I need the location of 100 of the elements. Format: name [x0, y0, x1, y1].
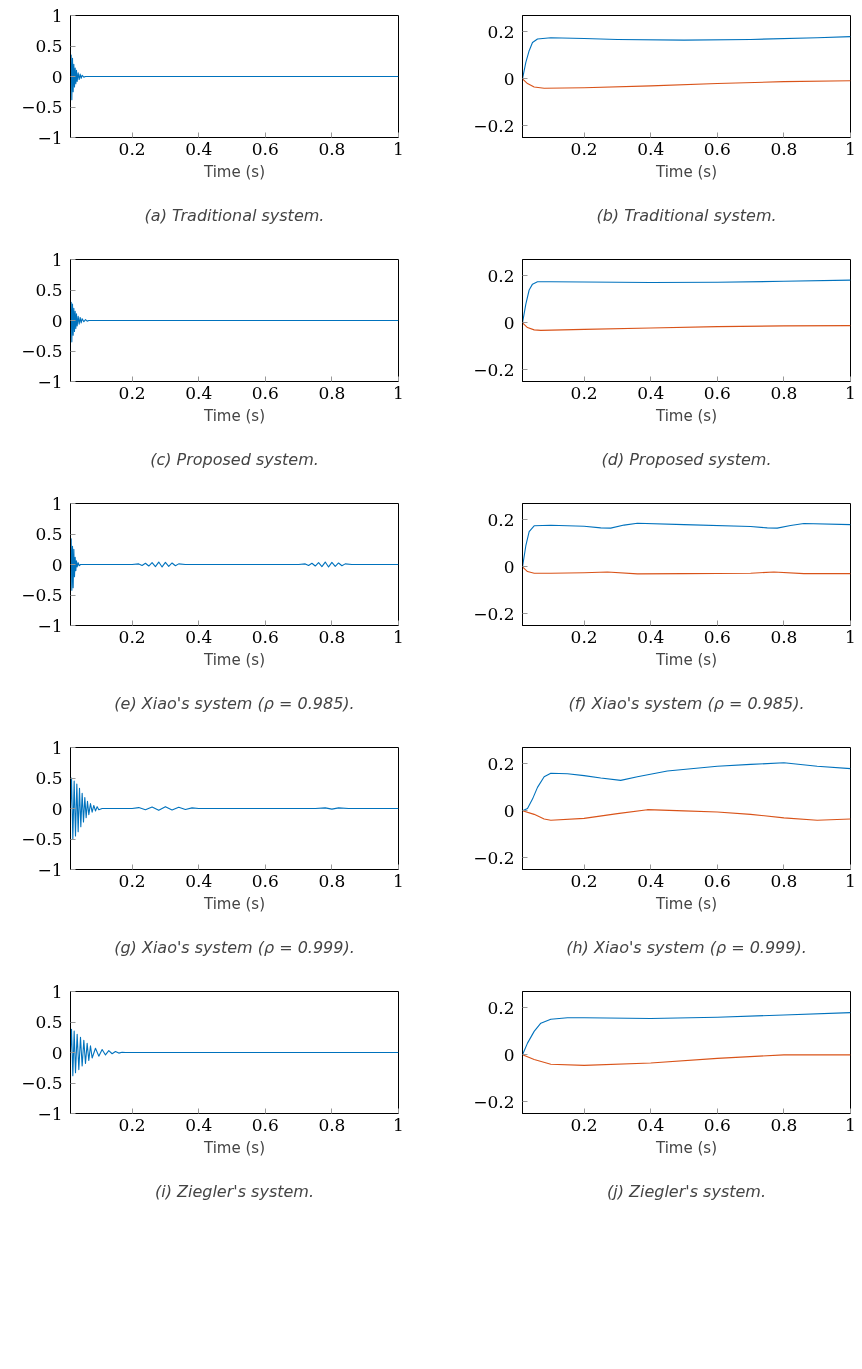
text: (f) Xiao's system (ρ = 0.985).: [568, 693, 805, 713]
x-tick-label: 0.8: [318, 626, 346, 647]
x-tick-label: 0.2: [570, 382, 598, 403]
x-tick-label: 0.8: [770, 626, 798, 647]
x-tick-label: 0.6: [703, 1114, 731, 1135]
x-tick-label: 0.4: [185, 870, 213, 891]
x-axis-title: Time (s): [203, 894, 265, 913]
x-tick-label: 0.2: [118, 626, 146, 647]
y-tick-label: 0.5: [35, 280, 63, 300]
x-tick-label: 1: [393, 626, 404, 647]
x-tick-label: 0.8: [770, 870, 798, 891]
y-tick-label: 1: [51, 5, 63, 26]
x-axis-title: Time (s): [655, 1138, 717, 1157]
x-tick-label: 0.4: [185, 382, 213, 403]
text: (h) Xiao's system (ρ = 0.999).: [566, 937, 807, 957]
y-tick-label: 1: [51, 249, 63, 270]
y-tick-label: 0: [503, 68, 515, 89]
x-tick-label: 0.2: [118, 1114, 146, 1135]
x-tick-label: 1: [845, 626, 856, 647]
y-tick-label: −0.5: [21, 1073, 63, 1093]
y-tick-label: −0.2: [473, 1091, 515, 1112]
y-tick-label: 0.2: [487, 753, 515, 774]
y-tick-label: 0.5: [35, 524, 63, 544]
x-tick-label: 0.2: [570, 1114, 598, 1135]
x-tick-label: 1: [845, 138, 856, 159]
x-axis-title: Time (s): [203, 650, 265, 669]
x-tick-label: 0.6: [703, 138, 731, 159]
x-tick-label: 0.8: [318, 870, 346, 891]
x-axis-title: Time (s): [203, 1138, 265, 1157]
y-tick-label: 0: [51, 310, 63, 331]
y-tick-label: 1: [51, 981, 63, 1002]
y-tick-label: −1: [37, 371, 63, 392]
y-tick-label: −0.5: [21, 829, 63, 849]
x-tick-label: 0.8: [770, 1114, 798, 1135]
x-tick-label: 0.2: [570, 870, 598, 891]
x-tick-label: 0.4: [185, 626, 213, 647]
y-tick-label: −0.2: [473, 847, 515, 868]
y-tick-label: 0: [503, 800, 515, 821]
x-tick-label: 1: [393, 382, 404, 403]
y-tick-label: 0: [503, 1044, 515, 1065]
x-tick-label: 1: [393, 138, 404, 159]
x-tick-label: 0.8: [318, 1114, 346, 1135]
y-tick-label: −1: [37, 859, 63, 880]
x-tick-label: 0.6: [251, 138, 279, 159]
x-tick-label: 0.2: [118, 382, 146, 403]
x-tick-label: 0.4: [637, 626, 665, 647]
x-tick-label: 1: [845, 382, 856, 403]
x-tick-label: 0.2: [570, 626, 598, 647]
text: (i) Ziegler's system.: [154, 1181, 315, 1201]
x-tick-label: 0.8: [318, 382, 346, 403]
y-tick-label: 0.2: [487, 997, 515, 1018]
x-tick-label: 0.2: [570, 138, 598, 159]
x-tick-label: 1: [393, 1114, 404, 1135]
y-tick-label: 0: [51, 798, 63, 819]
x-tick-label: 0.4: [637, 870, 665, 891]
x-tick-label: 1: [845, 870, 856, 891]
x-tick-label: 0.6: [703, 382, 731, 403]
y-tick-label: 0.5: [35, 1012, 63, 1032]
x-tick-label: 0.6: [251, 382, 279, 403]
y-tick-label: 1: [51, 737, 63, 758]
text: (e) Xiao's system (ρ = 0.985).: [114, 693, 355, 713]
text: (d) Proposed system.: [601, 449, 772, 469]
x-axis-title: Time (s): [203, 406, 265, 425]
x-tick-label: 0.6: [703, 626, 731, 647]
x-axis-title: Time (s): [655, 650, 717, 669]
y-tick-label: 0.5: [35, 768, 63, 788]
x-tick-label: 0.6: [251, 870, 279, 891]
x-tick-label: 0.4: [185, 138, 213, 159]
y-tick-label: 0: [51, 66, 63, 87]
x-axis-title: Time (s): [655, 162, 717, 181]
x-tick-label: 0.8: [770, 138, 798, 159]
text: (b) Traditional system.: [596, 205, 777, 225]
x-axis-title: Time (s): [203, 162, 265, 181]
x-tick-label: 0.6: [251, 626, 279, 647]
x-tick-label: 0.2: [118, 138, 146, 159]
text: (j) Ziegler's system.: [606, 1181, 767, 1201]
x-tick-label: 0.6: [251, 1114, 279, 1135]
y-tick-label: −0.5: [21, 97, 63, 117]
y-tick-label: 0: [503, 556, 515, 577]
y-tick-label: −0.5: [21, 585, 63, 605]
y-tick-label: 0.2: [487, 21, 515, 42]
y-tick-label: −0.2: [473, 603, 515, 624]
x-tick-label: 0.8: [770, 382, 798, 403]
y-tick-label: 0.2: [487, 509, 515, 530]
y-tick-label: 0: [503, 312, 515, 333]
y-tick-label: 0.2: [487, 265, 515, 286]
y-tick-label: −0.5: [21, 341, 63, 361]
x-tick-label: 0.4: [637, 382, 665, 403]
y-tick-label: −1: [37, 127, 63, 148]
y-tick-label: 0: [51, 1042, 63, 1063]
y-tick-label: −0.2: [473, 115, 515, 136]
y-tick-label: 1: [51, 493, 63, 514]
y-tick-label: −0.2: [473, 359, 515, 380]
y-tick-label: 0: [51, 554, 63, 575]
y-tick-label: −1: [37, 1103, 63, 1124]
text: (a) Traditional system.: [144, 205, 325, 225]
x-tick-label: 0.4: [637, 1114, 665, 1135]
x-tick-label: 1: [845, 1114, 856, 1135]
x-tick-label: 0.4: [637, 138, 665, 159]
y-tick-label: −1: [37, 615, 63, 636]
